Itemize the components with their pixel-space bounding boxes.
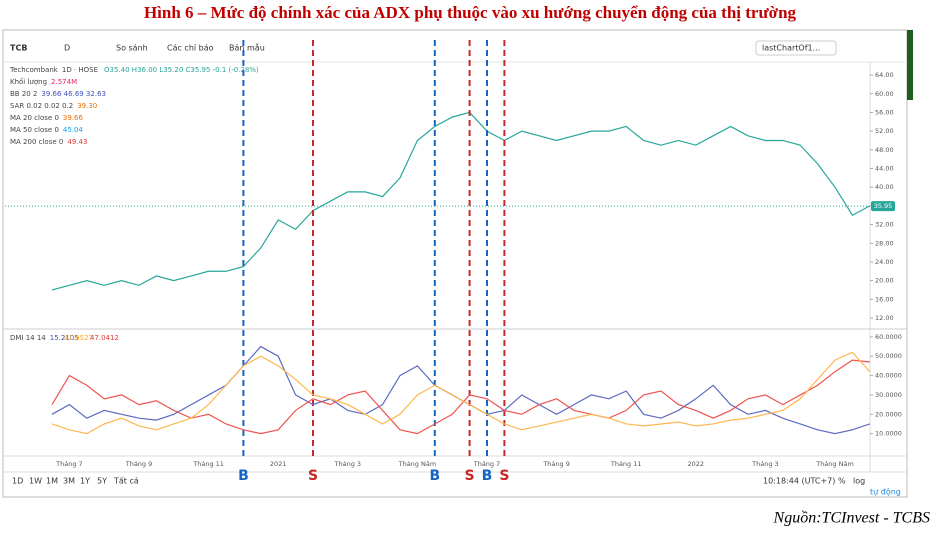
- legend-row: 47.0412: [90, 334, 119, 342]
- legend-row: DMI 14 14 15.2105: [10, 334, 79, 342]
- range-button[interactable]: 5Y: [97, 477, 107, 486]
- y-tick-label: 30.0000: [875, 391, 902, 399]
- y-tick-label: 16.00: [875, 295, 894, 303]
- legend-value: 15.2105: [50, 334, 79, 342]
- legend-label: MA 200 close 0: [10, 138, 63, 146]
- legend-label: SAR 0.02 0.02 0.2: [10, 102, 73, 110]
- indicators-button[interactable]: Các chỉ báo: [167, 43, 214, 53]
- y-tick-label: 12.00: [875, 314, 894, 322]
- legend-value: 45.04: [63, 126, 84, 134]
- y-tick-label: 32.00: [875, 221, 894, 229]
- y-tick-label: 48.00: [875, 146, 894, 154]
- y-tick-label: 64.00: [875, 71, 894, 79]
- legend-label: MA 50 close 0: [10, 126, 59, 134]
- x-tick-label: Tháng 11: [192, 460, 224, 468]
- x-tick-label: Tháng 9: [125, 460, 153, 468]
- chart-layer: Techcombank 1D · HOSE O35.40 H36.00 L35.20…: [5, 40, 902, 486]
- signal-label: B: [429, 468, 440, 484]
- y-tick-label: 28.00: [875, 239, 894, 247]
- range-button[interactable]: 1Y: [80, 477, 90, 486]
- range-button[interactable]: Tất cả: [113, 476, 139, 486]
- x-tick-label: Tháng 9: [542, 460, 570, 468]
- compare-button[interactable]: So sánh: [116, 44, 148, 53]
- signal-label: S: [308, 468, 318, 484]
- range-button[interactable]: 3M: [63, 477, 75, 486]
- legend-row: MA 20 close 0 39.66: [10, 114, 83, 122]
- legend-value: 47.0412: [90, 334, 119, 342]
- figure-title: Hình 6 – Mức độ chính xác của ADX phụ th…: [144, 3, 797, 22]
- legend-value: 39.30: [77, 102, 97, 110]
- y-tick-label: 40.0000: [875, 372, 902, 380]
- range-button[interactable]: 1D: [12, 477, 23, 486]
- legend-label: Khối lượng: [10, 78, 47, 86]
- percent-button[interactable]: %: [838, 477, 846, 486]
- series-line: [51, 111, 871, 291]
- range-button[interactable]: 1W: [29, 477, 42, 486]
- log-button[interactable]: log: [853, 477, 865, 486]
- last-price-pill: [871, 201, 895, 212]
- y-tick-label: 40.00: [875, 183, 894, 191]
- x-tick-label: Tháng Năm: [398, 460, 437, 468]
- x-tick-label: Tháng 11: [610, 460, 642, 468]
- legend-label: BB 20 2: [10, 90, 37, 98]
- legend-row: MA 200 close 0 49.43: [10, 138, 87, 146]
- layout-box[interactable]: [755, 40, 837, 56]
- y-tick-label: 20.0000: [875, 410, 902, 418]
- legend-row: BB 20 2 39.66 46.69 32.63: [10, 90, 106, 98]
- x-tick-label: Tháng 7: [55, 460, 83, 468]
- chart-frame: [2, 29, 908, 498]
- symbol[interactable]: TCB: [10, 44, 27, 53]
- legend-label: 1D · HOSE: [62, 66, 98, 74]
- template-button[interactable]: Bản mẫu: [229, 43, 265, 53]
- legend-symbol: Techcombank: [9, 66, 59, 74]
- legend-label: DMI 14 14: [10, 334, 46, 342]
- y-tick-label: 20.00: [875, 277, 894, 285]
- y-tick-label: 52.00: [875, 127, 894, 135]
- range-button[interactable]: 1M: [46, 477, 58, 486]
- x-tick-label: Tháng 3: [751, 460, 779, 468]
- series-line: [51, 359, 870, 435]
- x-tick-label: 2021: [270, 460, 287, 468]
- y-tick-label: 44.00: [875, 165, 894, 173]
- y-tick-label: 50.0000: [875, 352, 902, 360]
- legend-value: 41.9527: [64, 334, 93, 342]
- legend-row: Khối lượng 2.574M: [10, 78, 77, 86]
- side-bar: [907, 30, 913, 100]
- legend-value: 49.43: [67, 138, 87, 146]
- legend-value: 2.574M: [51, 78, 77, 86]
- legend-label: MA 20 close 0: [10, 114, 59, 122]
- source: Nguồn:TCInvest - TCBS: [773, 510, 930, 527]
- signal-label: S: [499, 468, 509, 484]
- legend-value: 39.66: [63, 114, 84, 122]
- legend-value: 39.66 46.69 32.63: [41, 90, 106, 98]
- x-tick-label: Tháng 3: [334, 460, 362, 468]
- x-tick-label: 2022: [688, 460, 705, 468]
- series-line: [51, 351, 871, 435]
- y-tick-label: 60.0000: [875, 333, 902, 341]
- layout-name[interactable]: lastChartOf1...: [762, 44, 820, 53]
- y-tick-label: 24.00: [875, 258, 894, 266]
- signal-label: B: [482, 468, 493, 484]
- x-tick-label: Tháng Năm: [815, 460, 854, 468]
- legend-value: O35.40 H36.00 L35.20 C35.95 -0.1 (-0.28%…: [104, 66, 259, 74]
- legend-row: 41.9527: [64, 334, 93, 342]
- legend-row: SAR 0.02 0.02 0.2 39.30: [10, 102, 97, 110]
- y-tick-label: 10.0000: [875, 430, 902, 438]
- signal-label: B: [238, 468, 249, 484]
- signal-label: S: [465, 468, 475, 484]
- last-price-label: 35.95: [874, 202, 893, 210]
- y-tick-label: 60.00: [875, 90, 894, 98]
- auto-button[interactable]: tự động: [870, 487, 901, 498]
- clock: 10:18:44 (UTC+7): [763, 477, 835, 486]
- y-tick-label: 56.00: [875, 108, 894, 116]
- legend-row: Techcombank 1D · HOSE O35.40 H36.00 L35.20…: [9, 66, 259, 74]
- legend-row: MA 50 close 0 45.04: [10, 126, 83, 134]
- x-tick-label: Tháng 7: [473, 460, 501, 468]
- interval[interactable]: D: [64, 44, 70, 53]
